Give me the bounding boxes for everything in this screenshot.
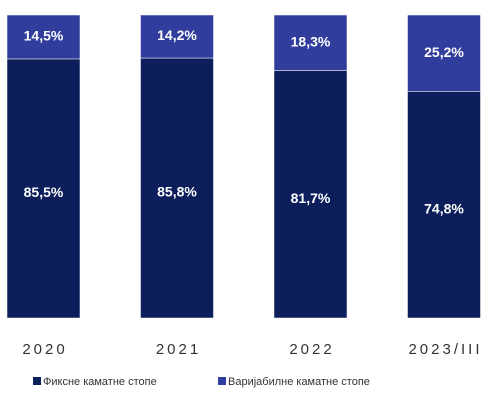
value-label: 85,8%	[157, 184, 197, 200]
bar-segment	[273, 70, 348, 319]
value-label: 18,3%	[291, 33, 331, 49]
value-label: 14,5%	[24, 28, 64, 44]
bar-segment	[407, 14, 481, 92]
legend-label: Фиксне каматне стопе	[43, 376, 157, 388]
bar-segment	[6, 58, 81, 319]
value-label: 25,2%	[424, 44, 464, 60]
x-tick-label: 2020	[22, 341, 67, 358]
legend-swatch	[33, 377, 41, 385]
x-tick-label: 2022	[289, 341, 334, 358]
bar-segment	[6, 14, 81, 60]
bar-segment	[273, 14, 348, 71]
bar-segment	[140, 14, 214, 59]
value-label: 14,2%	[157, 27, 197, 43]
legend-label: Варијабилне каматне стопе	[228, 376, 370, 388]
value-label: 74,8%	[424, 200, 464, 216]
legend-swatch	[218, 377, 226, 385]
value-label: 81,7%	[291, 190, 331, 206]
value-label: 85,5%	[24, 184, 64, 200]
x-tick-label: 2023/III	[408, 341, 482, 358]
bar-segment	[407, 91, 481, 319]
x-tick-label: 2021	[156, 341, 201, 358]
